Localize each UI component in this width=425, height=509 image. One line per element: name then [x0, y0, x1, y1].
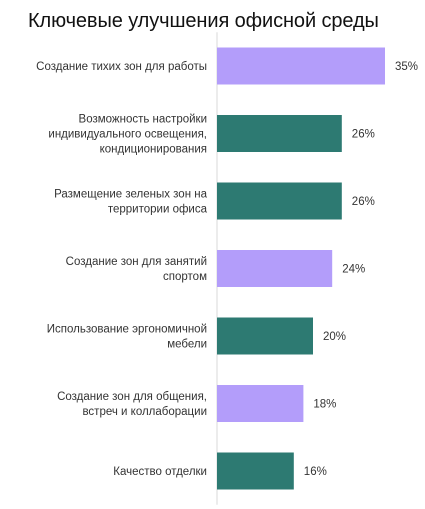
- bar: [217, 452, 294, 490]
- category-label-line: мебели: [167, 339, 207, 351]
- data-label: 26%: [352, 196, 375, 208]
- data-label: 24%: [342, 264, 365, 276]
- category-label: Возможность настройки индивидуального осв…: [48, 114, 207, 156]
- bar: [217, 47, 385, 85]
- data-label: 20%: [323, 331, 346, 343]
- category-label-line: встреч и коллаборации: [82, 406, 207, 418]
- category-label-line: Возможность настройки: [79, 114, 207, 126]
- category-label: Создание зон для общения, встреч и коллаб…: [57, 391, 207, 418]
- bar: [217, 250, 333, 287]
- bar: [217, 115, 342, 152]
- category-label-line: Создание тихих зон для работы: [36, 61, 207, 73]
- category-label-line: Использование эргономичной: [47, 324, 207, 336]
- bar: [217, 317, 313, 355]
- data-label: 35%: [395, 61, 418, 73]
- data-label: 16%: [304, 466, 327, 478]
- category-label-line: Качество отделки: [113, 466, 207, 478]
- category-label-line: Размещение зеленых зон на: [54, 189, 207, 201]
- category-label-line: кондиционирования: [100, 144, 207, 156]
- data-label: 26%: [352, 129, 375, 141]
- bar: [217, 182, 342, 220]
- category-label-line: Создание зон для занятий: [66, 256, 207, 268]
- data-label: 18%: [313, 399, 336, 411]
- category-label: Создание зон для занятий спортом: [66, 256, 207, 283]
- category-label-line: индивидуального освещения,: [48, 129, 207, 141]
- category-label-line: спортом: [163, 271, 207, 283]
- category-label-line: Создание зон для общения,: [57, 391, 207, 403]
- category-label: Качество отделки: [113, 466, 207, 478]
- category-label-line: территории офиса: [108, 204, 208, 216]
- chart-title: Ключевые улучшения офисной среды: [28, 10, 379, 32]
- category-label: Использование эргономичной мебели: [47, 324, 207, 351]
- category-label: Размещение зеленых зон на территории офис…: [54, 189, 207, 216]
- category-label: Создание тихих зон для работы: [36, 61, 207, 73]
- bar: [217, 385, 304, 422]
